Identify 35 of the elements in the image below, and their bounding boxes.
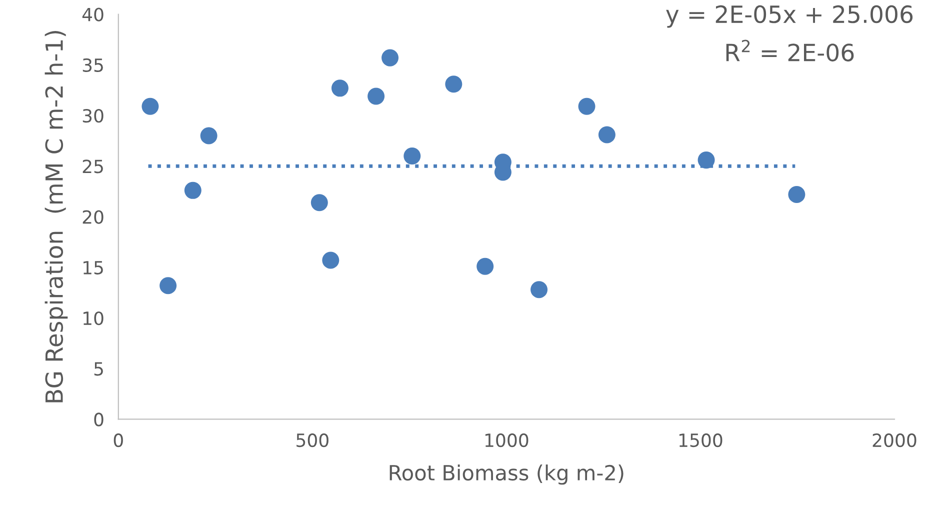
y-tick-label: 10 bbox=[84, 311, 104, 326]
annotation: y = 2E-05x + 25.006 bbox=[666, 5, 913, 28]
point bbox=[788, 186, 806, 203]
y-tick-label: 40 bbox=[82, 8, 104, 22]
y-tick-label: 30 bbox=[82, 108, 104, 123]
x-tick-label: 1500 bbox=[679, 433, 722, 448]
y-tick-label: 35 bbox=[82, 58, 103, 72]
annotation: R$^{2}$ = 2E-06 bbox=[726, 40, 854, 62]
point bbox=[445, 76, 462, 93]
x-axis-title: Root Biomass (kg m-2) bbox=[390, 464, 624, 485]
point bbox=[578, 98, 596, 115]
point bbox=[310, 194, 328, 212]
point bbox=[404, 148, 421, 165]
y-tick-label: 0 bbox=[94, 412, 104, 426]
point bbox=[184, 182, 202, 199]
y-axis-title: BG Respiration (mM C m-2 h-1) bbox=[44, 30, 68, 402]
x-tick-label: 500 bbox=[296, 433, 328, 448]
x-tick-label: 0 bbox=[114, 433, 123, 448]
point bbox=[698, 152, 715, 169]
point bbox=[331, 80, 348, 97]
point bbox=[476, 258, 494, 275]
x-tick-label: 2000 bbox=[872, 433, 916, 448]
y-tick-label: 25 bbox=[82, 160, 103, 174]
point bbox=[160, 277, 177, 294]
point bbox=[142, 98, 159, 115]
point bbox=[200, 127, 218, 144]
y-tick-label: 5 bbox=[94, 362, 103, 376]
point bbox=[530, 281, 548, 298]
point bbox=[382, 49, 399, 66]
y-tick-label: 15 bbox=[84, 261, 103, 274]
point bbox=[322, 252, 340, 269]
point bbox=[598, 126, 616, 144]
point bbox=[368, 88, 385, 105]
y-tick-label: 20 bbox=[82, 210, 104, 224]
x-tick-label: 1000 bbox=[485, 433, 528, 448]
